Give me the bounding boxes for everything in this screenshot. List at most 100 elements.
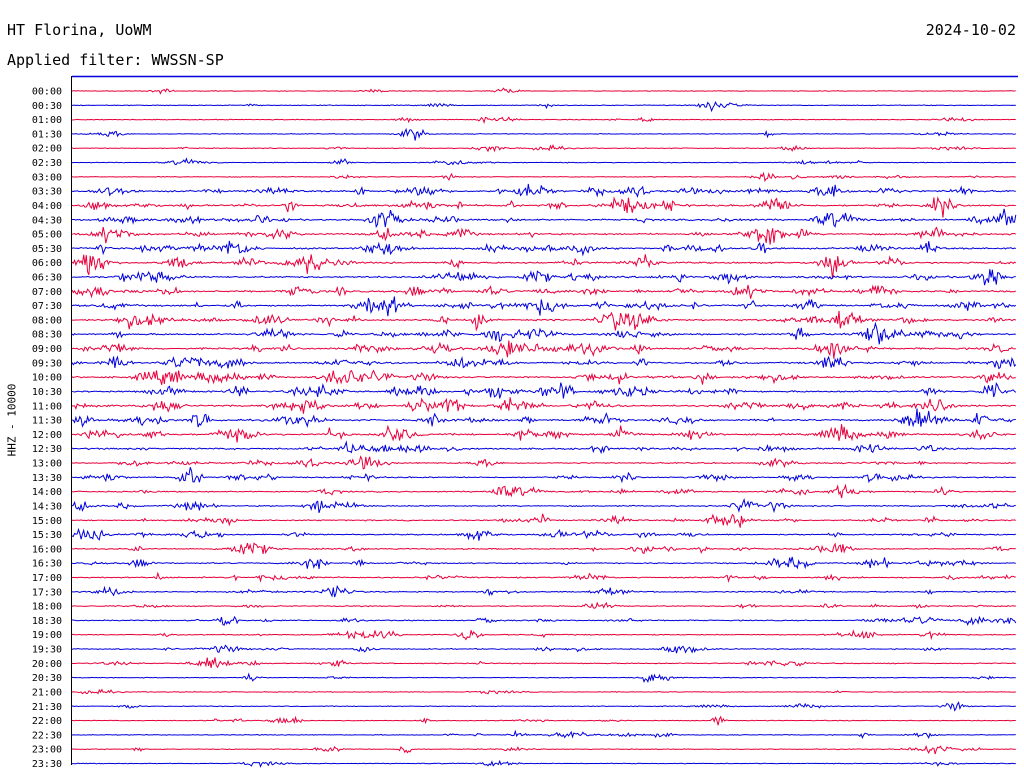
row-label-0000: 00:00: [32, 87, 62, 98]
trace-row-0030: [71, 101, 1016, 113]
row-label-0430: 04:30: [32, 215, 62, 226]
trace-row-0800: [71, 310, 1017, 332]
row-label-1400: 14:00: [32, 487, 62, 498]
filter-label: Applied filter: WWSSN-SP: [7, 51, 224, 69]
row-label-0830: 08:30: [32, 330, 62, 341]
row-label-2200: 22:00: [32, 716, 62, 727]
row-label-1630: 16:30: [32, 559, 62, 570]
trace-row-1400: [71, 483, 1016, 499]
row-label-0900: 09:00: [32, 344, 62, 355]
row-label-0700: 07:00: [32, 287, 62, 298]
trace-row-1430: [71, 497, 1016, 514]
trace-row-0830: [71, 321, 1016, 345]
trace-row-2200: [71, 715, 1016, 726]
row-label-0400: 04:00: [32, 201, 62, 212]
trace-row-1730: [71, 584, 1016, 598]
row-label-0100: 01:00: [32, 115, 62, 126]
trace-row-0730: [71, 296, 1017, 317]
seismic-traces: [71, 87, 1017, 768]
row-label-1600: 16:00: [32, 544, 62, 555]
row-label-1530: 15:30: [32, 530, 62, 541]
trace-row-0530: [71, 240, 1016, 257]
trace-row-2230: [71, 729, 1016, 740]
row-label-1430: 14:30: [32, 501, 62, 512]
trace-row-1330: [71, 467, 1016, 484]
row-label-0200: 02:00: [32, 144, 62, 155]
row-label-1330: 13:30: [32, 473, 62, 484]
trace-row-1100: [71, 397, 1016, 414]
row-label-1900: 19:00: [32, 630, 62, 641]
trace-row-1830: [71, 615, 1017, 627]
row-label-0130: 01:30: [32, 129, 62, 140]
trace-row-2100: [71, 688, 1016, 695]
trace-row-2130: [71, 701, 1016, 712]
row-label-1700: 17:00: [32, 573, 62, 584]
trace-row-1800: [71, 601, 1016, 609]
row-label-2100: 21:00: [32, 687, 62, 698]
station-title: HT Florina, UoWM: [7, 21, 152, 39]
trace-row-1630: [71, 556, 1016, 570]
trace-row-1200: [71, 424, 1017, 443]
row-label-0300: 03:00: [32, 172, 62, 183]
row-label-1000: 10:00: [32, 373, 62, 384]
row-label-2300: 23:00: [32, 745, 62, 756]
trace-row-1500: [71, 513, 1016, 528]
row-label-0800: 08:00: [32, 315, 62, 326]
row-label-1230: 12:30: [32, 444, 62, 455]
row-label-1100: 11:00: [32, 401, 62, 412]
trace-row-1300: [71, 455, 1016, 470]
trace-row-0400: [71, 196, 1016, 218]
trace-row-0100: [71, 116, 1016, 125]
row-label-0030: 00:30: [32, 101, 62, 112]
trace-row-1000: [71, 369, 1016, 385]
row-label-0730: 07:30: [32, 301, 62, 312]
row-label-0930: 09:30: [32, 358, 62, 369]
trace-row-0130: [71, 127, 1016, 141]
trace-row-0500: [71, 226, 1017, 245]
trace-row-1900: [71, 629, 1016, 641]
row-label-0330: 03:30: [32, 187, 62, 198]
date-label: 2024-10-02: [925, 21, 1016, 39]
trace-row-2300: [71, 744, 1016, 755]
row-label-1500: 15:00: [32, 516, 62, 527]
row-label-1730: 17:30: [32, 587, 62, 598]
trace-row-1700: [71, 571, 1016, 583]
trace-row-0330: [71, 183, 1016, 198]
trace-row-1530: [71, 527, 1016, 541]
row-label-0530: 05:30: [32, 244, 62, 255]
trace-row-1230: [71, 440, 1016, 455]
trace-row-0900: [71, 340, 1016, 359]
trace-row-1030: [71, 381, 1017, 399]
row-label-1300: 13:00: [32, 459, 62, 470]
row-label-1130: 11:30: [32, 416, 62, 427]
trace-row-0300: [71, 171, 1016, 183]
row-label-1930: 19:30: [32, 645, 62, 656]
trace-row-0700: [71, 284, 1017, 299]
trace-row-1930: [71, 644, 1016, 654]
plot-frame: [71, 75, 1018, 765]
row-label-1030: 10:30: [32, 387, 62, 398]
row-label-2330: 23:30: [32, 759, 62, 770]
trace-row-2330: [71, 759, 1016, 768]
row-label-2230: 22:30: [32, 730, 62, 741]
row-label-0230: 02:30: [32, 158, 62, 169]
row-tick-labels: 00:00 00:30 01:00 01:30 02:00 02:30 03:00 03:30…: [32, 87, 62, 771]
row-label-2000: 20:00: [32, 659, 62, 670]
trace-row-2000: [71, 657, 1016, 669]
row-label-0500: 05:00: [32, 230, 62, 241]
trace-row-0930: [71, 355, 1017, 370]
trace-row-2030: [71, 672, 1016, 683]
row-label-1200: 12:00: [32, 430, 62, 441]
trace-row-0600: [71, 254, 1017, 279]
trace-row-0630: [71, 269, 1016, 286]
row-label-2130: 21:30: [32, 702, 62, 713]
trace-row-0000: [71, 87, 1016, 95]
row-label-1830: 18:30: [32, 616, 62, 627]
trace-row-1600: [71, 542, 1016, 555]
row-label-1800: 18:00: [32, 602, 62, 613]
row-label-0630: 06:30: [32, 273, 62, 284]
trace-row-1130: [71, 408, 1016, 428]
row-label-0600: 06:00: [32, 258, 62, 269]
trace-row-0230: [71, 157, 1016, 166]
